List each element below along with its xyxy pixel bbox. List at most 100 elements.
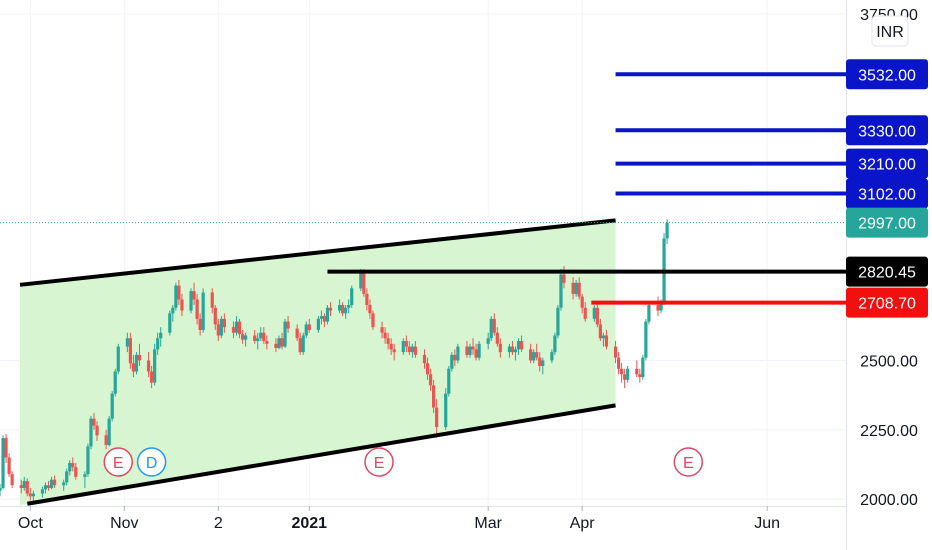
channel-upper-line[interactable] xyxy=(19,218,616,287)
candle-body xyxy=(338,304,342,311)
candle-body xyxy=(371,313,375,328)
x-tick-label: Oct xyxy=(18,515,43,532)
currency-badge[interactable]: INR xyxy=(871,15,909,47)
candle xyxy=(180,293,184,317)
candle xyxy=(474,343,478,361)
candle-body xyxy=(435,407,439,427)
candle-body xyxy=(107,418,111,446)
candle-body xyxy=(174,285,178,308)
candle xyxy=(577,277,581,300)
candle xyxy=(380,321,384,339)
level-price-label[interactable]: 3532.00 xyxy=(846,59,928,90)
candle-body xyxy=(274,343,278,348)
candle-body xyxy=(513,349,518,353)
candle xyxy=(444,388,448,430)
level-price-label[interactable]: 2708.70 xyxy=(846,287,928,318)
candle-body xyxy=(507,346,512,353)
event-label: E xyxy=(113,455,124,472)
event-marker[interactable]: E xyxy=(103,447,134,477)
candle xyxy=(435,399,439,439)
candle-body xyxy=(265,341,269,344)
level-price-label[interactable]: 3330.00 xyxy=(846,115,928,146)
candle xyxy=(553,332,557,355)
candle xyxy=(368,299,372,319)
candle-body xyxy=(410,346,414,353)
candle xyxy=(171,304,175,322)
last-price-label[interactable]: 2997.00 xyxy=(846,207,928,238)
level-labels: 3532.00 3330.00 3210.00 3102.00 2820.45 2708.… xyxy=(846,59,928,318)
candle-body xyxy=(577,282,581,297)
candle xyxy=(25,478,29,497)
candle-body xyxy=(86,446,90,475)
candle-body xyxy=(89,418,93,447)
candle-body xyxy=(601,335,606,339)
level-price-label[interactable]: 2820.45 xyxy=(846,256,928,287)
candle-body xyxy=(125,338,129,347)
candle-body xyxy=(213,307,217,325)
candle-body xyxy=(468,346,472,355)
candle xyxy=(319,310,324,325)
event-marker[interactable]: E xyxy=(673,447,704,477)
candle-body xyxy=(365,293,369,305)
candle xyxy=(453,349,457,366)
candle-body xyxy=(168,313,172,333)
candle-body xyxy=(401,341,405,353)
candle-body xyxy=(616,357,621,369)
candle xyxy=(456,343,460,364)
x-tick-label: Apr xyxy=(570,515,596,532)
candle-body xyxy=(153,349,157,383)
candle-body xyxy=(550,352,554,361)
price-label-box xyxy=(846,256,928,287)
candle-body xyxy=(444,393,448,427)
event-marker[interactable]: D xyxy=(136,447,167,477)
channel-fill xyxy=(20,220,616,506)
candle xyxy=(425,357,430,380)
candle xyxy=(131,354,136,378)
y-tick-label: 2000.00 xyxy=(860,492,918,509)
candle xyxy=(231,321,236,339)
candle xyxy=(404,335,408,353)
candle-body xyxy=(177,285,181,300)
candle-body xyxy=(234,321,239,333)
price-label-text: 3210.00 xyxy=(858,157,916,174)
candle xyxy=(532,349,536,364)
candle xyxy=(413,341,418,358)
candle xyxy=(450,352,454,372)
candle xyxy=(65,468,69,486)
candle-body xyxy=(131,363,136,372)
candle-body xyxy=(450,354,454,369)
candle xyxy=(338,299,342,314)
candle-body xyxy=(489,318,493,339)
candle-body xyxy=(325,307,330,322)
candle xyxy=(110,390,114,422)
candle xyxy=(410,343,414,358)
candle xyxy=(477,341,481,361)
candle xyxy=(662,232,666,305)
price-label-text: 2820.45 xyxy=(858,265,916,282)
candle xyxy=(507,343,512,358)
candle-body xyxy=(562,274,566,283)
event-marker[interactable]: E xyxy=(364,447,394,477)
level-price-label[interactable]: 3102.00 xyxy=(846,178,928,209)
candle-body xyxy=(171,307,175,314)
level-price-label[interactable]: 3210.00 xyxy=(846,148,928,179)
candle xyxy=(222,313,226,333)
candle xyxy=(616,352,621,375)
time-axis[interactable]: Oct Nov 2 2021 Mar Apr Jun xyxy=(18,506,780,532)
candle xyxy=(216,318,220,342)
candle-body xyxy=(583,307,587,319)
candle-body xyxy=(137,354,142,361)
candle-body xyxy=(0,487,2,491)
candle-body xyxy=(665,222,669,239)
candle-body xyxy=(28,493,32,497)
candle xyxy=(656,296,660,317)
candle xyxy=(213,304,217,330)
candle xyxy=(134,352,139,375)
channel-lower-line[interactable] xyxy=(26,403,616,506)
price-label-text: 3532.00 xyxy=(858,67,916,84)
candle-body xyxy=(277,338,281,348)
candle xyxy=(104,429,108,450)
candle xyxy=(407,341,411,355)
